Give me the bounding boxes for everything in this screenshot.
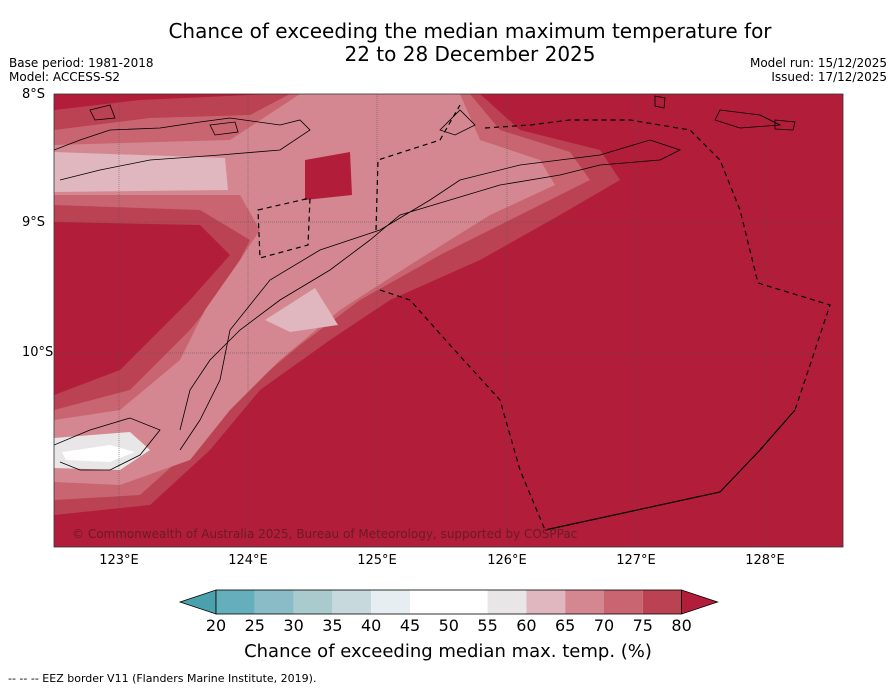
title-line-2: 22 to 28 December 2025 — [344, 42, 596, 66]
colorbar-segment — [642, 590, 682, 614]
colorbar-tick-label: 35 — [322, 616, 343, 635]
colorbar — [178, 589, 719, 615]
colorbar-tick-label: 20 — [205, 616, 227, 635]
meta-left: Base period: 1981-2018 Model: ACCESS-S2 — [9, 56, 154, 84]
lon-label-123e: 123°E — [99, 553, 139, 568]
field-hotspot — [305, 152, 352, 200]
colorbar-tick-label: 45 — [399, 616, 421, 635]
lon-label-125e: 125°E — [357, 553, 397, 568]
colorbar-tick-label: 30 — [283, 616, 304, 635]
colorbar-arrow-low — [178, 589, 217, 615]
field-60-65 — [54, 152, 228, 192]
copyright-notice: © Commonwealth of Australia 2025, Bureau… — [72, 527, 578, 541]
colorbar-segment — [410, 590, 449, 614]
colorbar-segment — [293, 590, 333, 614]
probability-field — [54, 94, 843, 547]
lon-label-127e: 127°E — [616, 553, 656, 568]
colorbar-tick-label: 40 — [361, 616, 382, 635]
gridlines — [54, 94, 843, 547]
lon-label-126e: 126°E — [487, 553, 527, 568]
eez-legend: -- -- -- EEZ border V11 (Flanders Marine… — [8, 672, 317, 685]
lat-label-9s: 9°S — [22, 215, 46, 230]
eez-solid-border — [544, 409, 796, 531]
colorbar-segment — [604, 590, 643, 614]
map-frame — [53, 93, 844, 548]
lat-label-8s: 8°S — [22, 87, 46, 102]
colorbar-segment — [487, 590, 527, 614]
field-65-70 — [54, 94, 555, 485]
lat-label-10s: 10°S — [22, 345, 54, 360]
colorbar-label: Chance of exceeding median max. temp. (%… — [244, 641, 652, 662]
model-name: Model: ACCESS-S2 — [9, 70, 121, 84]
issued-date: Issued: 17/12/2025 — [771, 70, 887, 84]
meta-right: Model run: 15/12/2025 Issued: 17/12/2025 — [750, 56, 887, 84]
colorbar-segment — [565, 590, 604, 614]
lon-label-124e: 124°E — [228, 553, 268, 568]
colorbar-tick-label: 75 — [632, 616, 653, 635]
coastlines — [54, 95, 796, 471]
map-title: Chance of exceeding the median maximum t… — [0, 20, 896, 66]
lon-label-128e: 128°E — [745, 553, 785, 568]
colorbar-segment — [526, 590, 566, 614]
colorbar-tick-label: 55 — [477, 616, 498, 635]
eez-border — [257, 104, 831, 531]
field-50-55 — [62, 445, 135, 462]
colorbar-segment — [448, 590, 488, 614]
colorbar-arrow-high — [681, 589, 719, 615]
colorbar-tick-label: 25 — [244, 616, 265, 635]
colorbar-tick-label: 70 — [593, 616, 615, 635]
colorbar-tick-label: 65 — [555, 616, 576, 635]
colorbar-segment — [371, 590, 410, 614]
colorbar-tick-label: 80 — [671, 616, 692, 635]
field-60-65-b — [265, 288, 338, 332]
colorbar-segment — [216, 590, 255, 614]
base-period: Base period: 1981-2018 — [9, 56, 154, 70]
title-line-1: Chance of exceeding the median maximum t… — [168, 19, 772, 43]
colorbar-segment — [254, 590, 294, 614]
colorbar-segment — [332, 590, 372, 614]
model-run: Model run: 15/12/2025 — [749, 56, 887, 70]
colorbar-tick-label: 50 — [438, 616, 459, 635]
colorbar-tick-label: 60 — [516, 616, 537, 635]
colorbar-frame — [215, 589, 683, 615]
